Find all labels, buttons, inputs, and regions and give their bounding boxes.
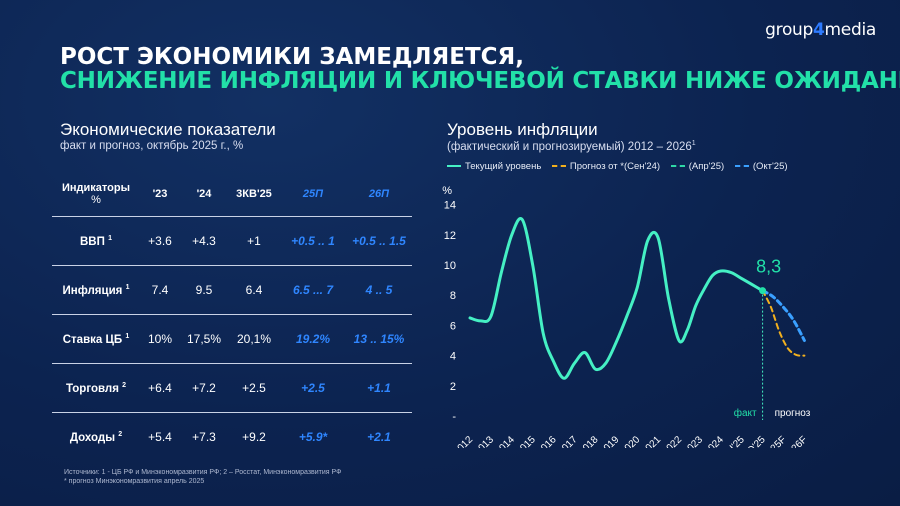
- chart-heading: Уровень инфляции: [447, 120, 598, 139]
- value-2024: +7.2: [180, 363, 228, 413]
- y-tick-label: -: [452, 411, 456, 423]
- forecast-label: прогноз: [775, 408, 811, 419]
- y-tick-label: 14: [444, 200, 456, 212]
- value-26f: +0.5 .. 1.5: [346, 216, 412, 266]
- slide-title-line2: СНИЖЕНИЕ ИНФЛЯЦИИ И КЛЮЧЕВОЙ СТАВКИ НИЖЕ…: [60, 68, 900, 94]
- table-subheading: факт и прогноз, октябрь 2025 г., %: [60, 140, 244, 152]
- x-tick-label: 2016: [535, 434, 559, 448]
- value-3q25: 20,1%: [228, 314, 280, 364]
- y-tick-label: 12: [444, 230, 456, 242]
- legend-item-actual: Текущий уровень: [447, 161, 541, 172]
- value-25f: +5.9*: [280, 412, 346, 461]
- x-tick-label: 2017: [556, 434, 580, 448]
- table-header-row: Индикаторы% '23 '24 3КВ'25 25П 26П: [52, 172, 412, 217]
- row-name: Инфляция 1: [52, 265, 140, 315]
- x-tick-label: 2020: [619, 434, 643, 448]
- value-2024: +4.3: [180, 216, 228, 266]
- value-25f: +0.5 .. 1: [280, 216, 346, 266]
- value-2024: +7.3: [180, 412, 228, 461]
- legend-swatch-apr25: [670, 165, 685, 168]
- value-25f: +2.5: [280, 363, 346, 413]
- series-forecast-oct25-line: [761, 289, 806, 342]
- x-tick-label: 2012: [452, 434, 476, 448]
- header-2023: '23: [152, 188, 168, 200]
- x-tick-label: 2021: [640, 434, 664, 448]
- brand-logo: group4media: [765, 20, 876, 40]
- value-26f: 4 .. 5: [346, 265, 412, 315]
- fact-label: факт: [734, 407, 757, 419]
- value-26f: +2.1: [346, 412, 412, 461]
- table-row: ВВП 1 +3.6 +4.3 +1 +0.5 .. 1 +0.5 .. 1.5: [52, 216, 412, 266]
- highlight-point: [759, 287, 767, 295]
- x-tick-label: 2024: [702, 434, 726, 448]
- header-3q25: 3КВ'25: [236, 188, 272, 200]
- table-heading: Экономические показатели: [60, 120, 276, 139]
- x-tick-label: 2013: [473, 434, 497, 448]
- value-3q25: +1: [228, 216, 280, 266]
- table-row: Ставка ЦБ 1 10% 17,5% 20,1% 19.2% 13 .. 15%: [52, 314, 412, 364]
- value-2023: 7.4: [140, 265, 180, 315]
- y-axis-label: %: [442, 185, 452, 197]
- value-2023: +5.4: [140, 412, 180, 461]
- row-name: ВВП 1: [52, 216, 140, 266]
- x-tick-label: 2019: [598, 434, 622, 448]
- legend-swatch-sep24: [551, 165, 566, 168]
- x-tick-label: 2014: [493, 434, 517, 448]
- footnote-forecast: * прогноз Минэкономразвития апрель 2025: [64, 478, 205, 485]
- row-name: Торговля 2: [52, 363, 140, 413]
- value-26f: +1.1: [346, 363, 412, 413]
- highlight-value-label: 8,3: [756, 257, 781, 277]
- legend-swatch-oct25: [734, 165, 749, 168]
- value-26f: 13 .. 15%: [346, 314, 412, 364]
- header-26f: 26П: [368, 188, 390, 200]
- inflation-line-chart: % - 2 4 6 8 10 12 14 2012201320142015201620172018…: [442, 185, 811, 448]
- x-tick-label: 2018: [577, 434, 601, 448]
- value-3q25: +2.5: [228, 363, 280, 413]
- value-3q25: 6.4: [228, 265, 280, 315]
- y-tick-label: 6: [450, 320, 456, 332]
- legend-item-oct25: (Окт'25): [734, 161, 788, 172]
- row-name: Ставка ЦБ 1: [52, 314, 140, 364]
- value-2024: 9.5: [180, 265, 228, 315]
- legend-item-apr25: (Апр'25): [670, 161, 724, 172]
- header-25f: 25П: [302, 188, 324, 200]
- table-row: Доходы 2 +5.4 +7.3 +9.2 +5.9* +2.1: [52, 412, 412, 461]
- series-forecast-sep24-line: [761, 289, 806, 357]
- slide-title-line1: РОСТ ЭКОНОМИКИ ЗАМЕДЛЯЕТСЯ,: [60, 44, 524, 70]
- value-25f: 6.5 ... 7: [280, 265, 346, 315]
- indicators-table: Индикаторы% '23 '24 3КВ'25 25П 26П ВВП 1…: [52, 172, 412, 461]
- header-2024: '24: [196, 188, 212, 200]
- sources-footnote: Источники: 1 - ЦБ РФ и Минэкономразвития…: [64, 468, 341, 486]
- x-tick-label: 2022: [661, 434, 685, 448]
- header-indicator: Индикаторы%: [62, 182, 130, 206]
- x-tick-label: 2023: [682, 434, 706, 448]
- series-actual-line: [468, 217, 765, 380]
- table-row: Торговля 2 +6.4 +7.2 +2.5 +2.5 +1.1: [52, 363, 412, 413]
- y-tick-label: 10: [444, 260, 456, 272]
- value-25f: 19.2%: [280, 314, 346, 364]
- footnote-sources: Источники: 1 - ЦБ РФ и Минэкономразвития…: [64, 469, 342, 476]
- value-2023: +3.6: [140, 216, 180, 266]
- legend-swatch-actual: [447, 165, 461, 168]
- y-tick-label: 4: [450, 351, 456, 363]
- chart-legend: Текущий уровень Прогноз от *(Сен'24) (Ап…: [447, 161, 796, 172]
- chart-subheading: (фактический и прогнозируемый) 2012 – 20…: [447, 140, 696, 153]
- value-3q25: +9.2: [228, 412, 280, 461]
- row-name: Доходы 2: [52, 412, 140, 461]
- legend-item-sep24: Прогноз от *(Сен'24): [551, 161, 660, 172]
- x-tick-label: 2015: [514, 434, 538, 448]
- value-2023: 10%: [140, 314, 180, 364]
- y-tick-label: 8: [450, 290, 456, 302]
- value-2024: 17,5%: [180, 314, 228, 364]
- value-2023: +6.4: [140, 363, 180, 413]
- y-tick-label: 2: [450, 381, 456, 393]
